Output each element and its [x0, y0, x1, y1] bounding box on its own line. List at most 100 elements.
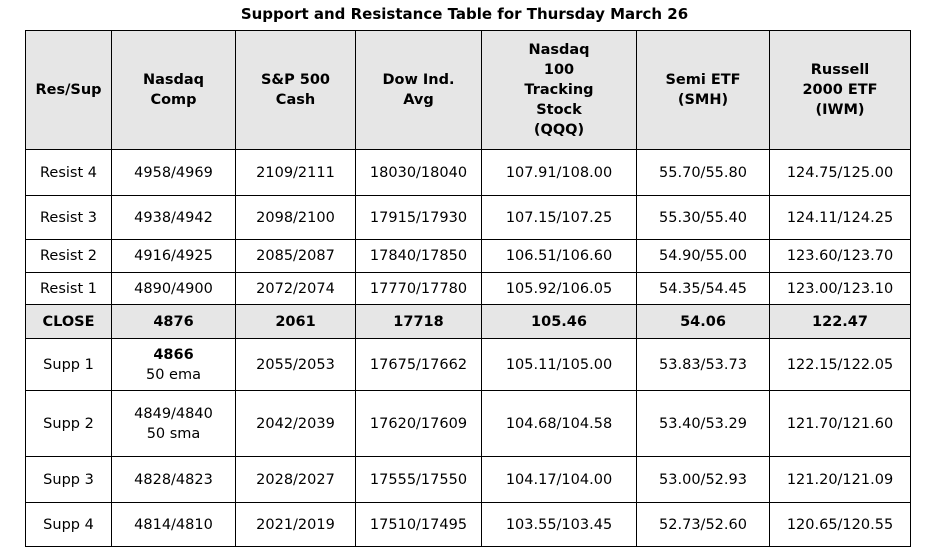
- cell-dow: 18030/18040: [355, 149, 482, 196]
- row-label: Resist 2: [25, 239, 112, 273]
- header-russell-2000-iwm: Russell 2000 ETF (IWM): [769, 30, 911, 150]
- row-label: Resist 3: [25, 195, 112, 240]
- support-resistance-table: Res/Sup Nasdaq Comp S&P 500 Cash Dow Ind. A…: [25, 30, 911, 547]
- cell-nasdaq: 4916/4925: [111, 239, 236, 273]
- cell-iwm: 123.60/123.70: [769, 239, 911, 273]
- row-label: Supp 3: [25, 456, 112, 503]
- cell-dow: 17915/17930: [355, 195, 482, 240]
- cell-qqq: 105.11/105.00: [481, 338, 637, 391]
- nasdaq-value: 4849/4840: [134, 405, 213, 422]
- cell-smh: 55.30/55.40: [636, 195, 770, 240]
- header-line: Cash: [275, 92, 316, 108]
- cell-iwm: 121.20/121.09: [769, 456, 911, 503]
- header-line: 100: [543, 62, 575, 78]
- cell-smh: 54.06: [636, 304, 770, 339]
- header-line: Semi ETF: [665, 72, 741, 88]
- header-dow-ind-avg: Dow Ind. Avg: [355, 30, 482, 150]
- row-label: Supp 2: [25, 390, 112, 457]
- header-line: 2000 ETF: [802, 82, 878, 98]
- cell-iwm: 122.47: [769, 304, 911, 339]
- header-line: Nasdaq: [142, 72, 205, 88]
- cell-qqq: 103.55/103.45: [481, 502, 637, 547]
- cell-iwm: 123.00/123.10: [769, 272, 911, 305]
- row-label: Resist 1: [25, 272, 112, 305]
- cell-sp500: 2072/2074: [235, 272, 356, 305]
- header-line: (IWM): [815, 102, 865, 118]
- row-label: Supp 4: [25, 502, 112, 547]
- cell-nasdaq: 4938/4942: [111, 195, 236, 240]
- nasdaq-value: 4866: [153, 346, 194, 363]
- header-line: Russell: [810, 62, 870, 78]
- cell-dow: 17840/17850: [355, 239, 482, 273]
- header-line: Stock: [536, 102, 582, 118]
- header-res-sup: Res/Sup: [25, 30, 112, 150]
- header-line: (SMH): [677, 92, 729, 108]
- table-row: Supp 4 4814/4810 2021/2019 17510/17495 1…: [25, 502, 911, 547]
- header-line: (QQQ): [533, 122, 585, 138]
- cell-dow: 17718: [355, 304, 482, 339]
- cell-dow: 17555/17550: [355, 456, 482, 503]
- cell-sp500: 2109/2111: [235, 149, 356, 196]
- header-nasdaq-100-qqq: Nasdaq 100 Tracking Stock (QQQ): [481, 30, 637, 150]
- row-label: Supp 1: [25, 338, 112, 391]
- cell-qqq: 105.46: [481, 304, 637, 339]
- table-row: Supp 2 4849/4840 50 sma 2042/2039 17620/1…: [25, 390, 911, 457]
- header-line: Comp: [150, 92, 197, 108]
- cell-sp500: 2055/2053: [235, 338, 356, 391]
- cell-sp500: 2028/2027: [235, 456, 356, 503]
- cell-nasdaq: 4958/4969: [111, 149, 236, 196]
- cell-dow: 17770/17780: [355, 272, 482, 305]
- cell-sp500: 2042/2039: [235, 390, 356, 457]
- cell-dow: 17675/17662: [355, 338, 482, 391]
- cell-qqq: 105.92/106.05: [481, 272, 637, 305]
- cell-nasdaq: 4814/4810: [111, 502, 236, 547]
- table-row: Resist 2 4916/4925 2085/2087 17840/17850…: [25, 239, 911, 273]
- table-row: Resist 1 4890/4900 2072/2074 17770/17780…: [25, 272, 911, 305]
- row-label: Resist 4: [25, 149, 112, 196]
- header-line: Avg: [403, 92, 434, 108]
- cell-iwm: 120.65/120.55: [769, 502, 911, 547]
- cell-nasdaq: 4828/4823: [111, 456, 236, 503]
- header-line: S&P 500: [260, 72, 331, 88]
- cell-smh: 53.83/53.73: [636, 338, 770, 391]
- table-row: Supp 3 4828/4823 2028/2027 17555/17550 1…: [25, 456, 911, 503]
- cell-nasdaq: 4876: [111, 304, 236, 339]
- header-sp500-cash: S&P 500 Cash: [235, 30, 356, 150]
- cell-smh: 55.70/55.80: [636, 149, 770, 196]
- table-row: Resist 3 4938/4942 2098/2100 17915/17930…: [25, 195, 911, 240]
- cell-nasdaq: 4890/4900: [111, 272, 236, 305]
- cell-nasdaq: 4866 50 ema: [111, 338, 236, 391]
- cell-iwm: 124.75/125.00: [769, 149, 911, 196]
- header-line: Nasdaq: [528, 42, 590, 58]
- cell-qqq: 107.91/108.00: [481, 149, 637, 196]
- cell-iwm: 124.11/124.25: [769, 195, 911, 240]
- cell-nasdaq: 4849/4840 50 sma: [111, 390, 236, 457]
- header-line: Res/Sup: [35, 82, 102, 98]
- cell-qqq: 104.17/104.00: [481, 456, 637, 503]
- cell-qqq: 107.15/107.25: [481, 195, 637, 240]
- cell-dow: 17620/17609: [355, 390, 482, 457]
- cell-qqq: 106.51/106.60: [481, 239, 637, 273]
- nasdaq-note: 50 sma: [146, 425, 201, 442]
- cell-dow: 17510/17495: [355, 502, 482, 547]
- cell-sp500: 2098/2100: [235, 195, 356, 240]
- cell-qqq: 104.68/104.58: [481, 390, 637, 457]
- cell-sp500: 2061: [235, 304, 356, 339]
- cell-smh: 53.40/53.29: [636, 390, 770, 457]
- cell-smh: 54.90/55.00: [636, 239, 770, 273]
- cell-iwm: 122.15/122.05: [769, 338, 911, 391]
- cell-smh: 54.35/54.45: [636, 272, 770, 305]
- cell-sp500: 2021/2019: [235, 502, 356, 547]
- header-line: Dow Ind.: [382, 72, 455, 88]
- cell-smh: 52.73/52.60: [636, 502, 770, 547]
- table-row: Supp 1 4866 50 ema 2055/2053 17675/17662 …: [25, 338, 911, 391]
- cell-sp500: 2085/2087: [235, 239, 356, 273]
- header-nasdaq-comp: Nasdaq Comp: [111, 30, 236, 150]
- header-semi-etf-smh: Semi ETF (SMH): [636, 30, 770, 150]
- header-row: Res/Sup Nasdaq Comp S&P 500 Cash Dow Ind. A…: [25, 30, 911, 150]
- table-title: Support and Resistance Table for Thursda…: [240, 5, 689, 23]
- cell-iwm: 121.70/121.60: [769, 390, 911, 457]
- row-label: CLOSE: [25, 304, 112, 339]
- nasdaq-note: 50 ema: [146, 366, 201, 383]
- header-line: Tracking: [524, 82, 594, 98]
